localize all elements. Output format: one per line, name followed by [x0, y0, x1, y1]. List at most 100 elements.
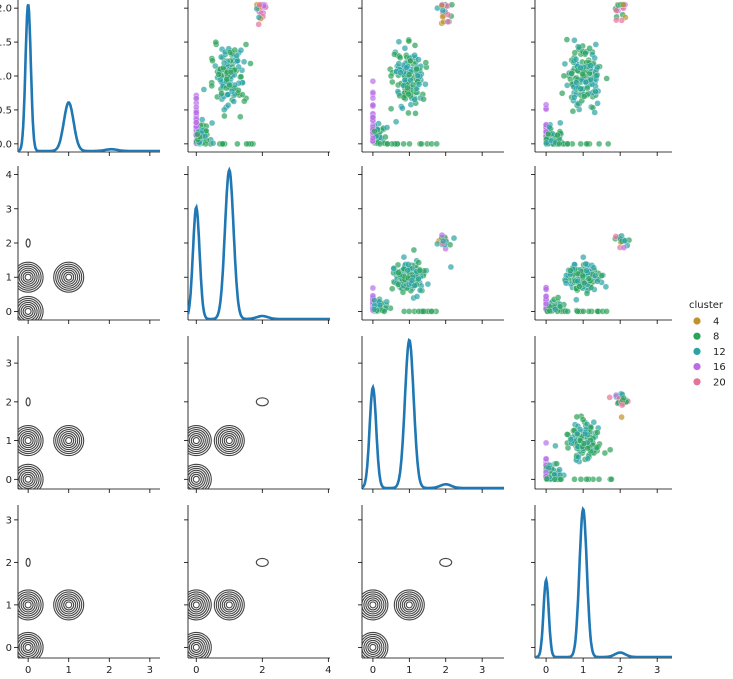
scatter-point — [408, 277, 416, 284]
kde-contour — [55, 427, 83, 455]
kde-contour — [188, 597, 204, 613]
scatter-point — [602, 283, 610, 290]
kde-contour — [192, 643, 200, 651]
scatter-point — [199, 116, 206, 123]
scatter-point — [241, 98, 248, 105]
scatter-point — [243, 140, 250, 148]
y-tick-label: 1.5 — [0, 38, 12, 49]
scatter-point — [543, 475, 551, 482]
kde-curve — [535, 506, 672, 658]
panel-r1-c3 — [531, 166, 672, 324]
scatter-point — [595, 140, 603, 148]
kde-contour — [18, 637, 38, 657]
kde-contour — [59, 595, 79, 615]
kde-contour — [393, 589, 425, 621]
scatter-point — [240, 58, 248, 65]
kde-contour — [365, 597, 381, 613]
kde-contour — [219, 595, 239, 615]
legend-marker — [693, 378, 701, 386]
kde-contour — [18, 465, 42, 489]
kde-contour — [18, 593, 40, 617]
scatter-point — [193, 119, 200, 126]
scatter-point — [545, 130, 552, 138]
scatter-point — [542, 455, 550, 462]
kde-contour — [20, 639, 36, 655]
x-tick-label: 1 — [406, 665, 412, 676]
scatter-point — [224, 91, 231, 98]
scatter-point — [569, 108, 577, 115]
scatter-point — [567, 267, 574, 274]
scatter-point — [564, 308, 571, 315]
scatter-point — [542, 439, 550, 447]
kde-contour — [55, 263, 83, 291]
legend-label: 20 — [713, 377, 726, 388]
scatter-point — [594, 100, 601, 107]
scatter-point — [209, 57, 216, 64]
scatter-point — [400, 94, 408, 101]
panel-r2-c0: 0 1 2 3 — [6, 336, 160, 493]
kde-contour — [25, 238, 31, 248]
scatter-point — [401, 45, 409, 52]
kde-contour — [215, 591, 243, 619]
scatter-point — [607, 446, 614, 453]
kde-contour — [190, 599, 202, 611]
scatter-point — [226, 81, 233, 89]
y-tick-label: 4 — [6, 170, 12, 181]
scatter-point — [583, 140, 590, 148]
scatter-point — [399, 289, 407, 296]
scatter-point — [415, 81, 423, 88]
scatter-point — [581, 430, 589, 438]
kde-contour — [18, 467, 40, 489]
scatter-point — [405, 91, 412, 98]
kde-contour — [18, 267, 38, 287]
scatter-point — [553, 460, 560, 467]
scatter-point — [573, 413, 580, 421]
panel-r0-c1 — [184, 0, 330, 156]
legend-label: 8 — [713, 332, 719, 343]
kde-contour — [22, 435, 34, 447]
scatter-point — [542, 286, 550, 293]
kde-contour — [188, 425, 212, 457]
scatter-point — [587, 423, 594, 431]
scatter-point — [208, 82, 215, 90]
scatter-point — [613, 16, 620, 24]
x-tick-label: 4 — [325, 665, 331, 676]
scatter-point — [446, 241, 454, 248]
kde-contour — [362, 633, 387, 658]
scatter-point — [554, 294, 562, 301]
panel-r0-c2 — [358, 0, 504, 156]
scatter-point — [621, 237, 629, 244]
scatter-point — [574, 308, 581, 315]
scatter-point — [212, 39, 219, 46]
scatter-point — [228, 88, 236, 95]
scatter-point — [405, 308, 413, 315]
scatter-point — [584, 455, 591, 462]
kde-contour — [57, 429, 81, 453]
scatter-point — [390, 265, 397, 272]
scatter-point — [411, 96, 418, 103]
kde-contour — [18, 463, 44, 489]
scatter-point — [618, 17, 625, 24]
kde-contour — [25, 557, 31, 567]
scatter-point — [428, 308, 435, 315]
scatter-point — [369, 134, 377, 142]
scatter-point — [580, 308, 587, 315]
scatter-point — [221, 112, 228, 120]
scatter-point — [439, 7, 446, 14]
kde-contour — [192, 475, 200, 483]
scatter-point — [376, 301, 384, 309]
scatter-point — [422, 81, 429, 88]
scatter-point — [389, 78, 396, 86]
scatter-point — [577, 140, 584, 148]
kde-contour — [217, 429, 241, 453]
scatter-point — [575, 453, 582, 461]
scatter-point — [563, 36, 571, 43]
scatter-point — [603, 75, 610, 82]
scatter-point — [416, 287, 424, 294]
kde-contour — [225, 437, 233, 445]
scatter-point — [220, 59, 228, 67]
y-tick-label: 2.0 — [0, 4, 12, 15]
kde-contour — [439, 557, 453, 567]
kde-contour — [18, 301, 38, 320]
